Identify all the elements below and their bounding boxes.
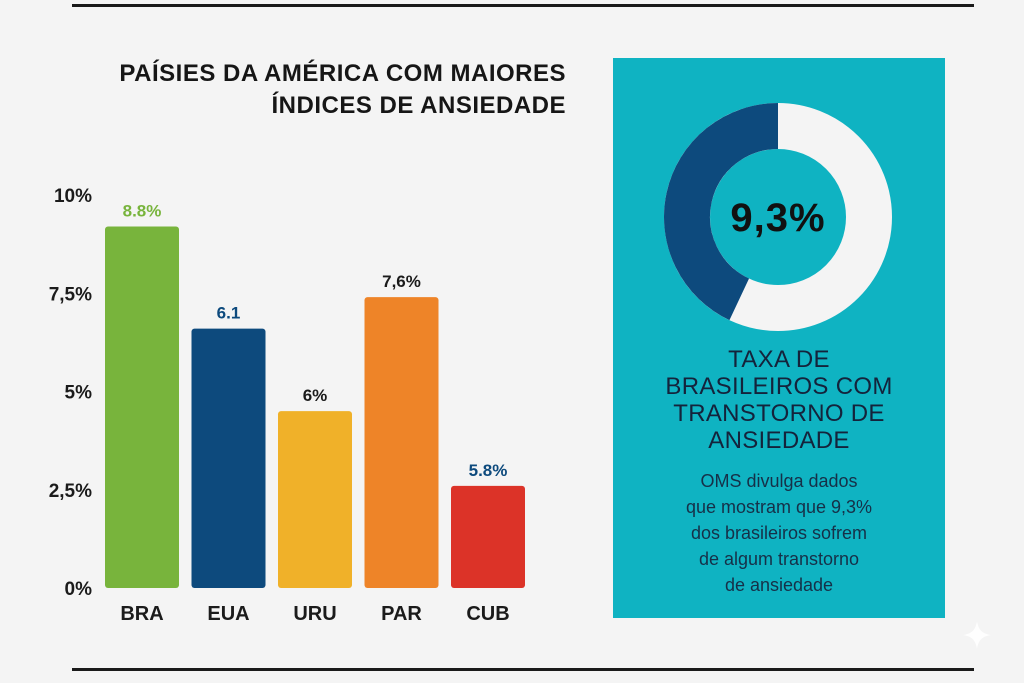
- data-label-cub: 5.8%: [469, 461, 508, 480]
- data-label-bra: 8.8%: [123, 201, 162, 220]
- x-axis: BRA EUA URU PAR CUB: [120, 603, 509, 625]
- bar-bra: [105, 226, 179, 588]
- top-divider: [72, 4, 974, 7]
- y-axis: 0% 2,5% 5% 7,5% 10%: [49, 186, 92, 600]
- chart-title: PAÍSIES DA AMÉRICA COM MAIORES ÍNDICES D…: [60, 58, 566, 122]
- panel-heading-line: ANSIEDADE: [708, 427, 850, 454]
- data-label-par: 7,6%: [382, 272, 421, 291]
- chart-title-line-1: PAÍSIES DA AMÉRICA COM MAIORES: [119, 60, 566, 87]
- panel-description-line: de ansiedade: [724, 575, 834, 595]
- donut-chart: [664, 103, 892, 331]
- panel-description-line: de algum transtorno: [698, 549, 860, 569]
- x-tick-label: CUB: [466, 603, 509, 625]
- x-tick-label: BRA: [120, 603, 163, 625]
- chart-title-line-2: ÍNDICES DE ANSIEDADE: [271, 92, 566, 119]
- donut-value: 9,3%: [730, 196, 826, 240]
- panel-heading-line: BRASILEIROS COM: [665, 373, 893, 400]
- y-tick-label: 5%: [65, 383, 93, 404]
- y-tick-label: 7,5%: [49, 284, 92, 305]
- donut-filled-segment: [664, 103, 779, 321]
- panel-heading: TAXA DE BRASILEIROS COM TRANSTORNO DE AN…: [613, 346, 945, 454]
- y-tick-label: 0%: [65, 579, 93, 600]
- data-label-eua: 6.1: [217, 304, 241, 323]
- x-tick-label: PAR: [381, 603, 422, 625]
- bar-cub: [451, 485, 525, 588]
- panel-description-line: que mostram que 9,3%: [685, 497, 873, 517]
- panel-description-line: dos brasileiros sofrem: [690, 523, 868, 543]
- panel-heading-line: TAXA DE: [728, 346, 830, 373]
- panel-description: OMS divulga dados que mostram que 9,3% d…: [613, 468, 945, 598]
- y-tick-label: 2,5%: [49, 481, 92, 502]
- bars: 8.8% 6.1 6% 7,6% 5.8%: [105, 201, 525, 588]
- panel-heading-line: TRANSTORNO DE: [673, 400, 885, 427]
- bottom-divider: [72, 668, 974, 671]
- x-tick-label: EUA: [207, 603, 249, 625]
- panel-description-line: OMS divulga dados: [700, 471, 858, 491]
- y-tick-label: 10%: [54, 186, 92, 207]
- info-panel: 9,3% TAXA DE BRASILEIROS COM TRANSTORNO …: [613, 58, 945, 618]
- x-tick-label: URU: [293, 603, 336, 625]
- bar-par: [364, 297, 439, 588]
- bar-eua: [191, 328, 266, 588]
- data-label-uru: 6%: [303, 386, 328, 405]
- sparkle-icon: [963, 621, 991, 649]
- bar-uru: [278, 411, 352, 588]
